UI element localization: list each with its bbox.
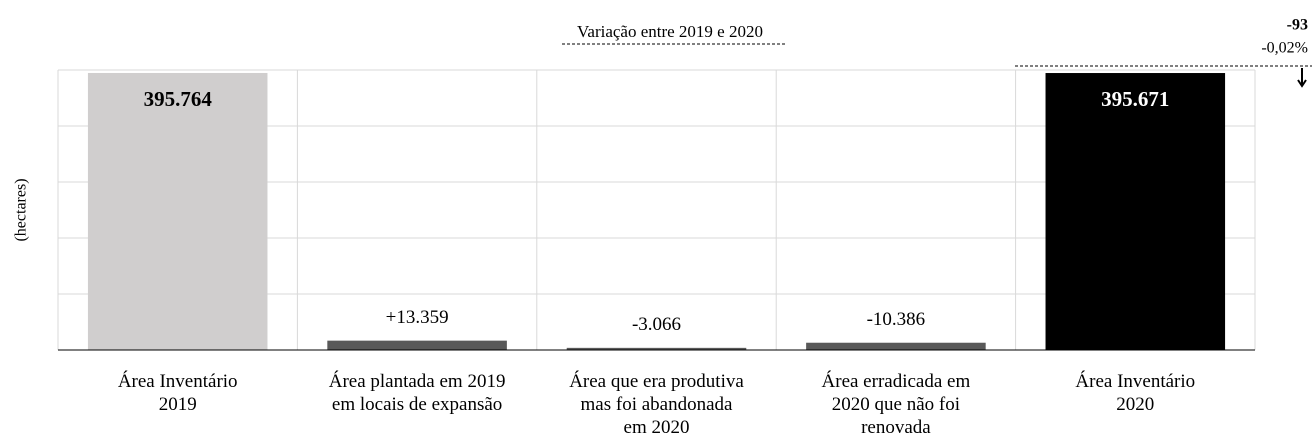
x-tick-label: Área Inventário 2020 bbox=[1075, 371, 1196, 415]
annotation: -93 bbox=[1287, 17, 1308, 34]
value-label: -3.066 bbox=[632, 314, 681, 335]
bar bbox=[327, 340, 507, 350]
x-tick-label: Área Inventário 2019 bbox=[117, 371, 238, 415]
bar bbox=[806, 342, 986, 350]
chart-title: Variação entre 2019 e 2020 bbox=[577, 22, 763, 41]
value-label: -10.386 bbox=[867, 309, 926, 330]
annotation-arrow bbox=[1297, 68, 1307, 88]
bar bbox=[87, 72, 268, 350]
value-label: +13.359 bbox=[386, 307, 449, 328]
value-label: 395.764 bbox=[144, 87, 213, 111]
x-tick-label: Área que era produtiva mas foi abandonad… bbox=[569, 371, 744, 438]
annotation: -0,02% bbox=[1261, 40, 1308, 57]
bar bbox=[566, 347, 747, 350]
y-axis-label: (hectares) bbox=[13, 178, 30, 241]
value-label: 395.671 bbox=[1101, 87, 1169, 111]
x-tick-label: Área erradicada em 2020 que não foi reno… bbox=[821, 371, 971, 438]
x-tick-label: Área plantada em 2019 em locais de expan… bbox=[328, 371, 506, 415]
bar bbox=[1045, 73, 1226, 350]
